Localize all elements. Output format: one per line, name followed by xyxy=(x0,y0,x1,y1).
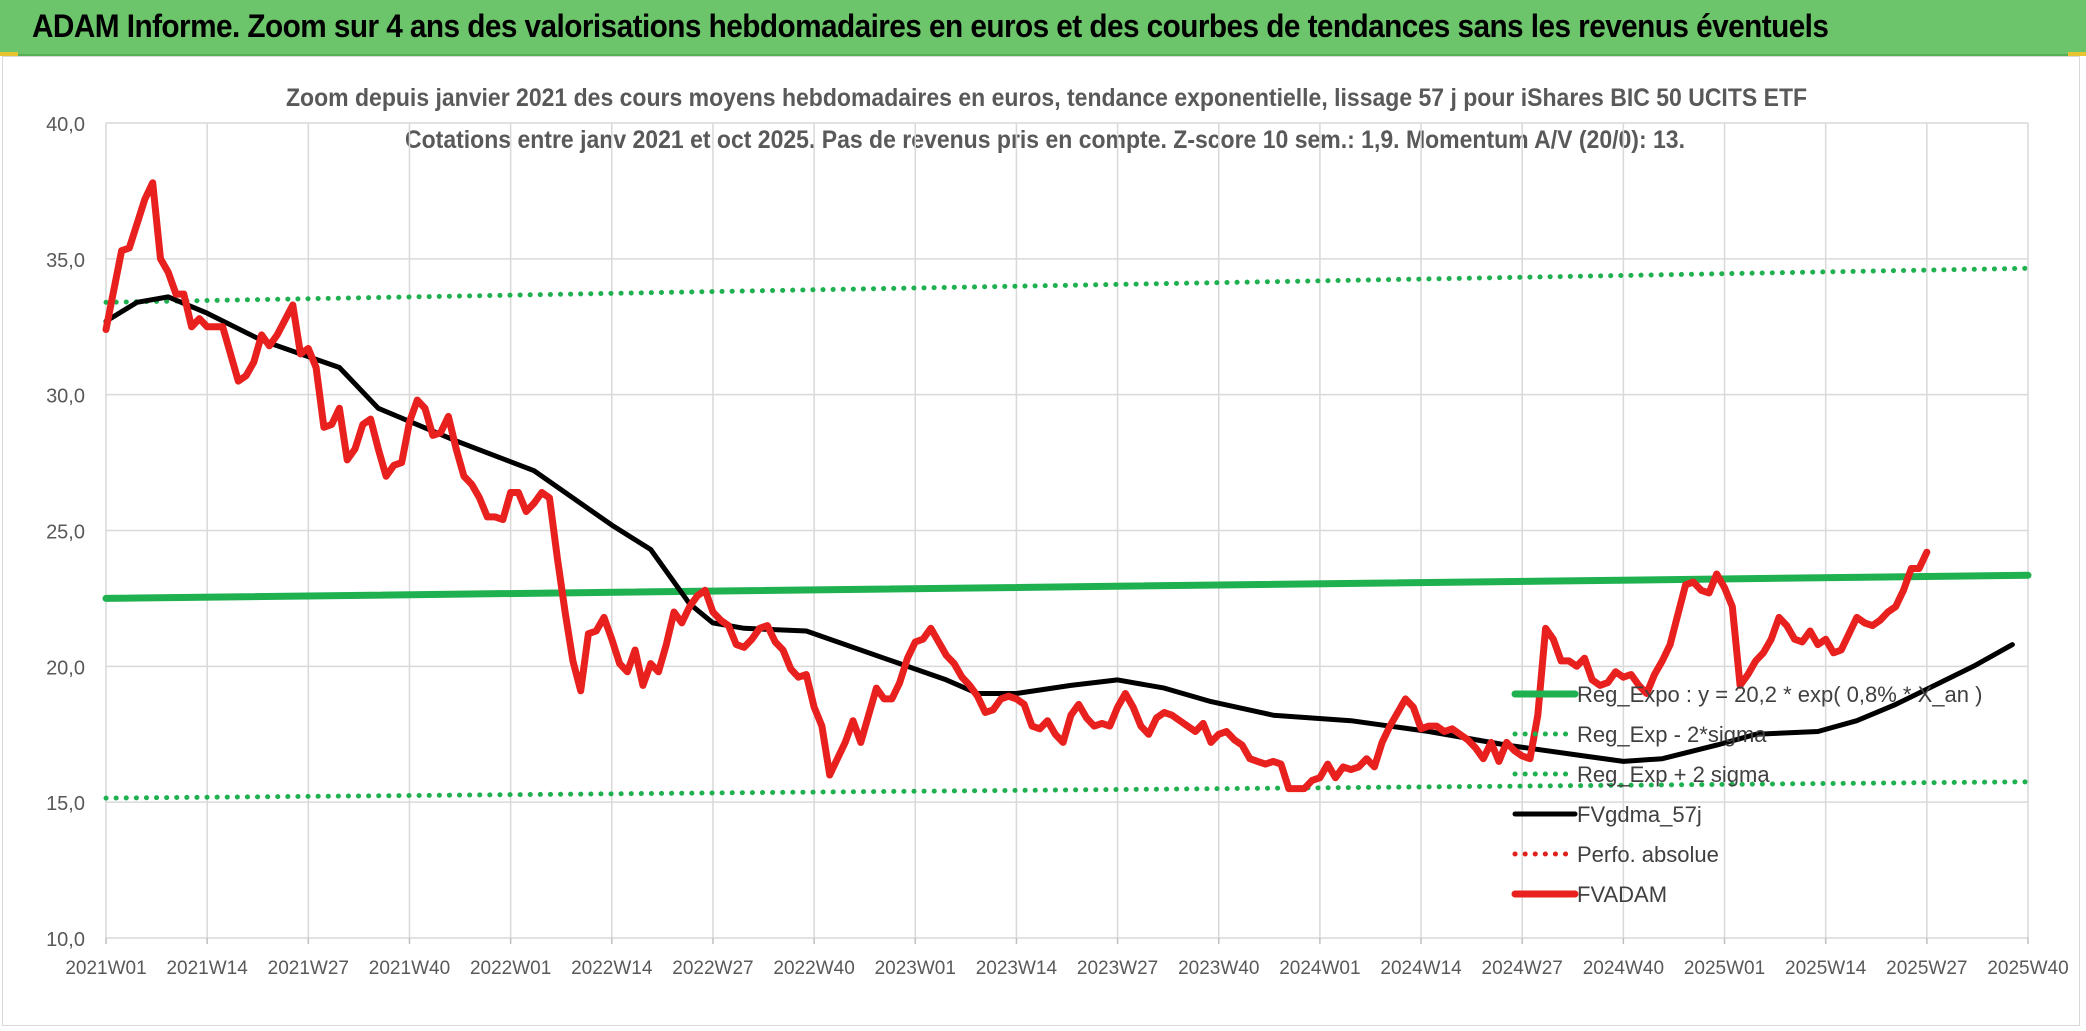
x-tick-label: 2025W40 xyxy=(1987,958,2068,979)
x-tick-label: 2023W01 xyxy=(875,958,956,979)
series-line-0 xyxy=(102,571,2032,602)
x-tick-label: 2022W01 xyxy=(470,958,551,979)
x-tick-label: 2022W40 xyxy=(773,958,854,979)
y-tick-label: 10,0 xyxy=(46,929,85,951)
y-tick-label: 35,0 xyxy=(46,250,85,272)
series-line-1 xyxy=(103,779,2031,801)
x-tick-label: 2023W40 xyxy=(1178,958,1259,979)
legend-label-5: FVADAM xyxy=(1577,882,1667,907)
x-tick-label: 2025W27 xyxy=(1886,958,1967,979)
y-tick-label: 15,0 xyxy=(46,793,85,815)
chart-frame xyxy=(2,56,2080,1026)
y-tick-label: 30,0 xyxy=(46,386,85,408)
report-title: ADAM Informe. Zoom sur 4 ans des valoris… xyxy=(32,8,1829,44)
chart-subtitle: Cotations entre janv 2021 et oct 2025. P… xyxy=(405,126,1685,154)
report-banner: ADAM Informe. Zoom sur 4 ans des valoris… xyxy=(0,0,2086,56)
x-tick-label: 2021W01 xyxy=(65,958,146,979)
corner-mark-right xyxy=(2068,52,2086,56)
series-line-5 xyxy=(102,179,1931,793)
legend-label-2: Reg_Exp + 2 sigma xyxy=(1577,762,1770,787)
series-line-2 xyxy=(103,265,2031,305)
legend-label-4: Perfo. absolue xyxy=(1577,842,1719,867)
x-tick-label: 2025W14 xyxy=(1785,958,1867,979)
series-line-3 xyxy=(103,294,2015,764)
legend-label-0: Reg_Expo : y = 20,2 * exp( 0,8% * X_an ) xyxy=(1577,682,1982,707)
x-tick-label: 2021W14 xyxy=(166,958,248,979)
chart-title: Zoom depuis janvier 2021 des cours moyen… xyxy=(286,84,1808,112)
x-tick-label: 2025W01 xyxy=(1684,958,1765,979)
x-tick-label: 2021W40 xyxy=(369,958,450,979)
y-tick-label: 25,0 xyxy=(46,522,85,544)
x-tick-label: 2021W27 xyxy=(268,958,349,979)
x-tick-label: 2024W14 xyxy=(1380,958,1462,979)
corner-mark-left xyxy=(0,52,18,56)
y-tick-label: 20,0 xyxy=(46,657,85,679)
x-tick-label: 2023W14 xyxy=(976,958,1058,979)
x-tick-label: 2023W27 xyxy=(1077,958,1158,979)
x-tick-label: 2024W01 xyxy=(1279,958,1360,979)
legend-label-1: Reg_Exp - 2*sigma xyxy=(1577,722,1767,747)
x-tick-label: 2022W14 xyxy=(571,958,653,979)
legend-label-3: FVgdma_57j xyxy=(1577,802,1702,827)
y-tick-label: 40,0 xyxy=(46,114,85,136)
x-tick-label: 2024W40 xyxy=(1583,958,1664,979)
x-tick-label: 2022W27 xyxy=(672,958,753,979)
x-tick-label: 2024W27 xyxy=(1482,958,1563,979)
